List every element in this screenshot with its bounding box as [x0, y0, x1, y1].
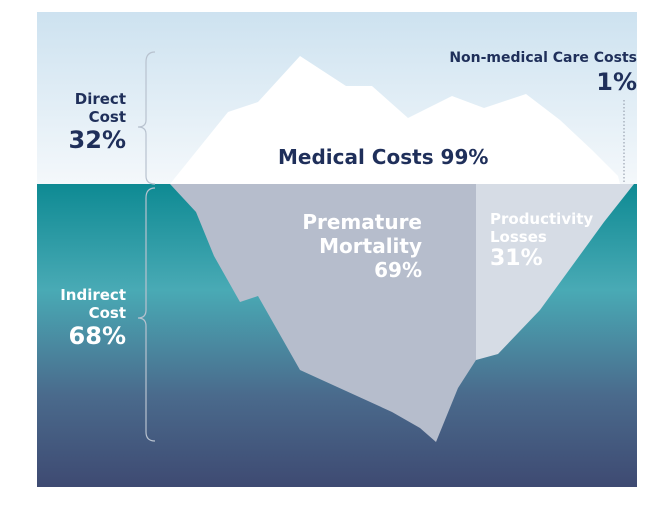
productivity-losses-line1: Productivity: [490, 210, 594, 228]
iceberg-above-water: [170, 56, 620, 184]
direct-cost-label-line2: Cost: [88, 108, 126, 126]
indirect-cost-label-line1: Indirect: [60, 286, 126, 304]
premature-mortality-line2: Mortality: [319, 234, 422, 258]
direct-cost-bracket: [137, 51, 156, 185]
iceberg-premature-mortality-region: [170, 184, 476, 442]
nonmedical-costs-label: Non-medical Care Costs 1%: [449, 48, 637, 96]
premature-mortality-label: Premature Mortality 69%: [250, 210, 422, 282]
direct-cost-percent: 32%: [68, 126, 126, 154]
indirect-cost-label: Indirect Cost 68%: [0, 286, 126, 350]
nonmedical-costs-percent: 1%: [596, 68, 637, 96]
productivity-losses-percent: 31%: [490, 246, 543, 271]
indirect-cost-label-line2: Cost: [88, 304, 126, 322]
iceberg-productivity-region: [476, 184, 634, 360]
productivity-losses-line2: Losses: [490, 228, 547, 246]
premature-mortality-line1: Premature: [302, 210, 422, 234]
premature-mortality-percent: 69%: [374, 258, 422, 282]
direct-cost-label-line1: Direct: [74, 90, 126, 108]
indirect-cost-percent: 68%: [68, 322, 126, 350]
indirect-cost-bracket: [137, 187, 156, 442]
medical-costs-label: Medical Costs 99%: [278, 145, 489, 169]
nonmedical-costs-text: Non-medical Care Costs: [449, 50, 637, 66]
direct-cost-label: Direct Cost 32%: [0, 90, 126, 154]
productivity-losses-label: Productivity Losses 31%: [490, 210, 593, 272]
